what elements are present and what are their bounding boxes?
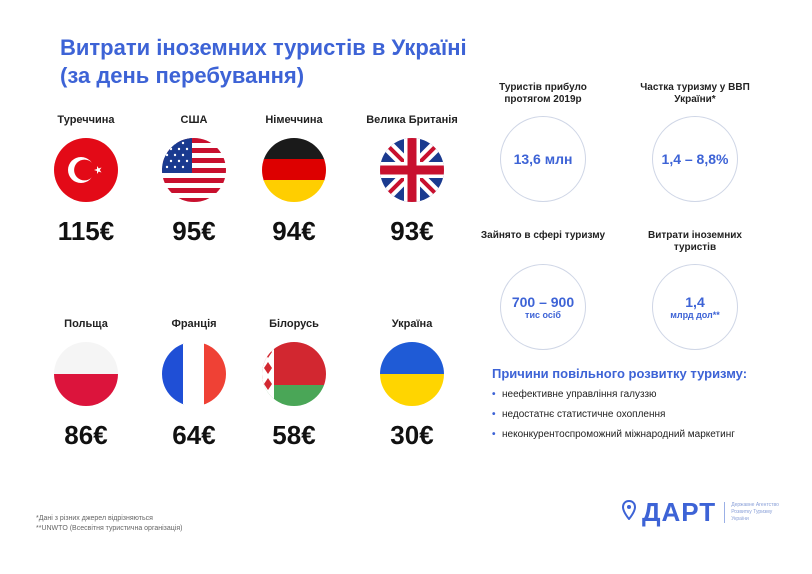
uk-flag-icon [380, 138, 444, 202]
stat-value: 1,4 – 8,8% [661, 151, 729, 167]
country-germany: Німеччина 94€ [234, 114, 354, 247]
stat-subvalue: тис осіб [525, 310, 561, 320]
reasons-section: Причини повільного розвитку туризму: нее… [492, 366, 762, 448]
country-value: 95€ [172, 216, 216, 246]
stat-value: 700 – 900 [511, 294, 575, 310]
stat-foreign-spending: Витрати іноземних туристів 1,4 млрд дол*… [630, 230, 760, 350]
footnotes: *Дані з різних джерел відрізняються **UN… [36, 514, 182, 534]
france-flag-icon [162, 342, 226, 406]
reasons-title: Причини повільного розвитку туризму: [492, 366, 748, 381]
country-name: Велика Британія [366, 114, 458, 126]
stat-label: Витрати іноземних туристів [648, 230, 742, 253]
location-pin-icon [621, 499, 637, 526]
stat-employed: Зайнято в сфері туризму 700 – 900 тис ос… [478, 230, 608, 350]
reason-item: неконкурентоспроможний міжнародний марке… [492, 428, 762, 442]
country-name: Туреччина [57, 114, 115, 126]
country-ukraine: Україна 30€ [352, 318, 472, 451]
logo-word: ДАРТ [642, 497, 717, 527]
country-value: 93€ [390, 216, 434, 246]
stat-label: Зайнято в сфері туризму [480, 230, 606, 241]
country-value: 58€ [272, 420, 316, 450]
stat-subvalue: млрд дол** [670, 310, 720, 320]
logo-subtitle: Державне Агентство Розвитку Туризму Укра… [724, 502, 781, 523]
stat-circle: 700 – 900 тис осіб [500, 264, 586, 350]
usa-flag-icon [162, 138, 226, 202]
country-value: 115€ [57, 216, 115, 246]
reasons-list: неефективне управління галуззю недостатн… [492, 388, 762, 442]
country-turkey: Туреччина 115€ [26, 114, 146, 247]
country-value: 64€ [172, 420, 216, 450]
stat-label: Туристів прибуло протягом 2019р [499, 82, 587, 105]
country-name: Білорусь [269, 318, 319, 330]
dart-logo: ДАРТ Державне Агентство Розвитку Туризму… [621, 497, 781, 528]
country-belarus: Білорусь 58€ [234, 318, 354, 451]
title-line-1: Витрати іноземних туристів в Україні [60, 35, 467, 60]
country-name: Україна [391, 318, 433, 330]
stat-tourism-gdp-share: Частка туризму у ВВП України* 1,4 – 8,8% [630, 82, 760, 202]
stat-value: 1,4 [685, 294, 705, 310]
footnote: *Дані з різних джерел відрізняються [36, 515, 153, 522]
footnote: **UNWTO (Всесвітня туристична організаці… [36, 525, 183, 532]
country-name: США [180, 114, 208, 126]
stat-circle: 1,4 – 8,8% [652, 116, 738, 202]
stat-circle: 13,6 млн [500, 116, 586, 202]
country-value: 94€ [272, 216, 316, 246]
belarus-flag-icon [262, 342, 326, 406]
germany-flag-icon [262, 138, 326, 202]
stat-label: Частка туризму у ВВП України* [640, 82, 750, 105]
country-name: Німеччина [265, 114, 323, 126]
country-value: 86€ [64, 420, 108, 450]
reason-item: недостатнє статистичне охоплення [492, 408, 762, 422]
country-usa: США 95€ [134, 114, 254, 247]
stat-tourists-arrived: Туристів прибуло протягом 2019р 13,6 млн [478, 82, 608, 202]
reason-item: неефективне управління галуззю [492, 388, 762, 402]
turkey-flag-icon [54, 138, 118, 202]
stat-circle: 1,4 млрд дол** [652, 264, 738, 350]
poland-flag-icon [54, 342, 118, 406]
country-france: Франція 64€ [134, 318, 254, 451]
country-name: Польща [64, 318, 108, 330]
country-poland: Польща 86€ [26, 318, 146, 451]
stat-value: 13,6 млн [513, 151, 573, 167]
country-name: Франція [171, 318, 217, 330]
country-value: 30€ [390, 420, 434, 450]
title-line-2: (за день перебування) [60, 63, 305, 88]
country-uk: Велика Британія 93€ [352, 114, 472, 247]
ukraine-flag-icon [380, 342, 444, 406]
page-title: Витрати іноземних туристів в Україні (за… [60, 34, 467, 90]
